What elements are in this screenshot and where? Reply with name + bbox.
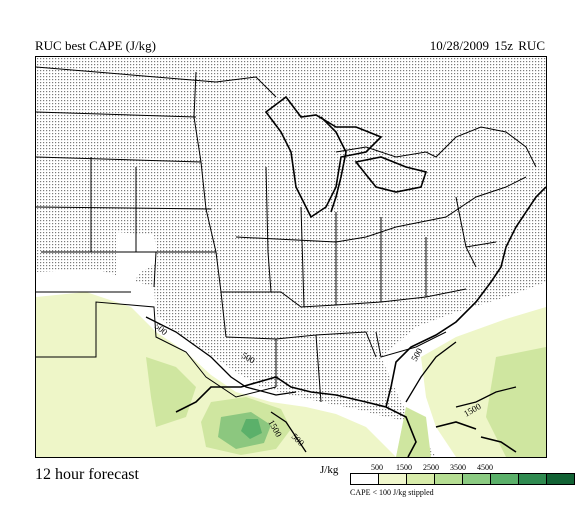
forecast-label: 12 hour forecast xyxy=(35,466,139,483)
cape-map: 500 500 500 1500 1500 500 xyxy=(35,56,547,458)
legend-swatch xyxy=(463,474,491,484)
cape-fill xyxy=(36,232,546,457)
legend-tick: 500 xyxy=(371,463,383,472)
legend-tick: 2500 xyxy=(423,463,439,472)
cape-contours xyxy=(145,316,517,453)
legend-swatch xyxy=(547,474,574,484)
legend-tick: 3500 xyxy=(450,463,466,472)
legend-ticks: 500 1500 2500 3500 4500 xyxy=(350,463,540,473)
legend-swatch xyxy=(491,474,519,484)
legend-swatch xyxy=(519,474,547,484)
legend-swatch xyxy=(379,474,407,484)
legend-tick: 4500 xyxy=(477,463,493,472)
legend-swatch xyxy=(407,474,435,484)
stipple-note: CAPE < 100 J/kg stippled xyxy=(350,488,434,497)
legend-tick: 1500 xyxy=(396,463,412,472)
coastlines xyxy=(175,95,546,457)
color-legend xyxy=(350,473,575,485)
legend-unit: J/kg xyxy=(320,464,339,476)
legend-swatch xyxy=(435,474,463,484)
map-title: RUC best CAPE (J/kg) xyxy=(35,38,156,53)
map-canvas: 500 500 500 1500 1500 500 xyxy=(36,57,546,457)
valid-time: 10/28/2009 15z RUC xyxy=(429,38,545,53)
state-boundaries xyxy=(36,66,537,403)
legend-swatch xyxy=(351,474,379,484)
